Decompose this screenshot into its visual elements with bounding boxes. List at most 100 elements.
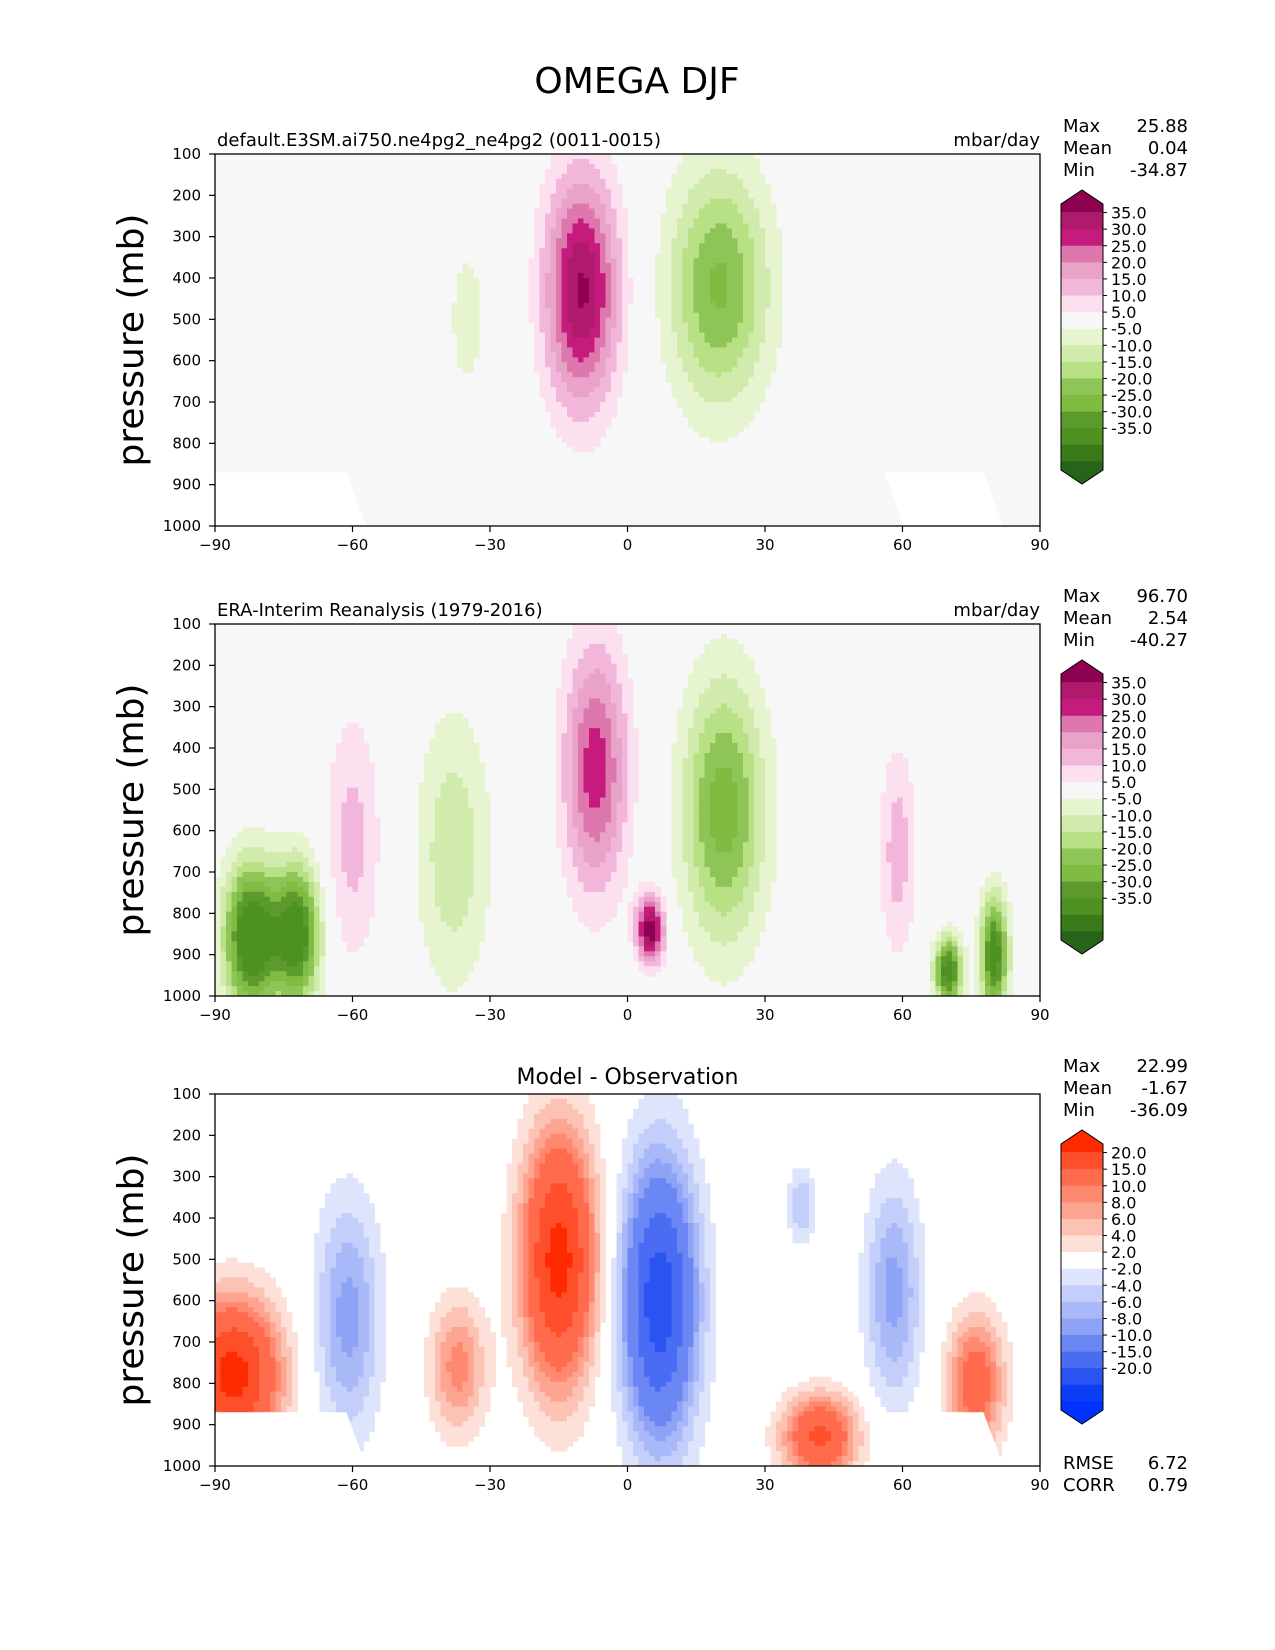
x-tick-label: 60 <box>893 1476 912 1494</box>
colorbar-segment <box>1061 395 1103 413</box>
colorbar-label: 25.0 <box>1111 237 1147 256</box>
x-tick-label: 60 <box>893 1006 912 1024</box>
stat-value: 0.79 <box>1148 1475 1188 1496</box>
colorbar-segment <box>1061 898 1103 916</box>
stat-label: Max <box>1063 1056 1101 1077</box>
colorbar-segment <box>1061 1351 1103 1369</box>
y-tick-label: 700 <box>172 393 201 411</box>
colorbar-extend-top <box>1061 660 1103 683</box>
stat-label: Max <box>1063 116 1101 137</box>
colorbar-extend-bottom <box>1061 931 1103 954</box>
colorbar-segment <box>1061 848 1103 866</box>
colorbar-label: 10.0 <box>1111 757 1147 776</box>
colorbar-label: -10.0 <box>1111 336 1152 355</box>
y-tick-label: 200 <box>172 1126 201 1144</box>
colorbar-label: -25.0 <box>1111 386 1152 405</box>
panel-title-center: Model - Observation <box>517 1065 739 1090</box>
colorbar-segment <box>1061 328 1103 346</box>
panel-units: mbar/day <box>953 130 1040 151</box>
stat-label: CORR <box>1063 1475 1115 1496</box>
x-tick-label: −90 <box>199 1476 231 1494</box>
colorbar-segment <box>1061 1185 1103 1203</box>
stat-label: Mean <box>1063 138 1112 159</box>
stat-label: RMSE <box>1063 1453 1114 1474</box>
stat-value: -34.87 <box>1130 160 1188 181</box>
colorbar-label: -10.0 <box>1111 1326 1152 1345</box>
colorbar-label: 25.0 <box>1111 707 1147 726</box>
colorbar-label: -20.0 <box>1111 369 1152 388</box>
y-tick-label: 200 <box>172 656 201 674</box>
colorbar-segment <box>1061 278 1103 297</box>
colorbar-segment <box>1061 1152 1103 1170</box>
colorbar-label: -15.0 <box>1111 1343 1152 1362</box>
colorbar-label: 20.0 <box>1111 723 1147 742</box>
y-tick-label: 600 <box>172 352 201 370</box>
y-tick-label: 500 <box>172 310 201 328</box>
colorbar-segment <box>1061 782 1103 800</box>
colorbar-segment <box>1061 1235 1103 1253</box>
y-tick-label: 300 <box>172 228 201 246</box>
colorbar-segment <box>1061 262 1103 280</box>
y-tick-label: 600 <box>172 1292 201 1310</box>
colorbar-segment <box>1061 1368 1103 1386</box>
colorbar-segment <box>1061 1384 1103 1402</box>
colorbar-label: -15.0 <box>1111 823 1152 842</box>
stat-value: 25.88 <box>1136 116 1188 137</box>
masked-region <box>884 1412 1004 1466</box>
colorbar-label: 15.0 <box>1111 270 1147 289</box>
colorbar-segment <box>1061 428 1103 446</box>
y-tick-label: 400 <box>172 269 201 287</box>
panel-units: mbar/day <box>953 600 1040 621</box>
y-tick-label: 400 <box>172 1209 201 1227</box>
stat-value: 6.72 <box>1148 1453 1188 1474</box>
colorbar-label: 4.0 <box>1111 1227 1136 1246</box>
colorbar-label: 15.0 <box>1111 1160 1147 1179</box>
colorbar-segment <box>1061 715 1103 733</box>
y-tick-label: 900 <box>172 1416 201 1434</box>
colorbar-label: -5.0 <box>1111 790 1142 809</box>
x-tick-label: 0 <box>623 1476 633 1494</box>
x-tick-label: −90 <box>199 536 231 554</box>
y-tick-label: 500 <box>172 780 201 798</box>
colorbar-label: -35.0 <box>1111 889 1152 908</box>
y-tick-label: 100 <box>172 145 201 163</box>
colorbar-label: -35.0 <box>1111 419 1152 438</box>
colorbar-segment <box>1061 245 1103 263</box>
y-tick-label: 900 <box>172 476 201 494</box>
stat-value: -40.27 <box>1130 630 1188 651</box>
stat-value: -36.09 <box>1130 1100 1188 1121</box>
y-tick-label: 200 <box>172 186 201 204</box>
colorbar-segment <box>1061 1318 1103 1336</box>
stat-label: Min <box>1063 630 1095 651</box>
colorbar-label: 2.0 <box>1111 1243 1136 1262</box>
y-tick-label: 800 <box>172 434 201 452</box>
stat-label: Min <box>1063 1100 1095 1121</box>
colorbar-label: -20.0 <box>1111 839 1152 858</box>
colorbar-label: 20.0 <box>1111 253 1147 272</box>
panel-title-left: default.E3SM.ai750.ne4pg2_ne4pg2 (0011-0… <box>217 130 661 151</box>
colorbar-segment <box>1061 865 1103 883</box>
colorbar-segment <box>1061 831 1103 849</box>
colorbar-label: -8.0 <box>1111 1309 1142 1328</box>
x-tick-label: 60 <box>893 536 912 554</box>
colorbar-label: -2.0 <box>1111 1260 1142 1279</box>
colorbar-label: -15.0 <box>1111 353 1152 372</box>
stat-label: Mean <box>1063 608 1112 629</box>
x-tick-label: −60 <box>337 1006 369 1024</box>
stat-value: 2.54 <box>1148 608 1188 629</box>
colorbar-label: -5.0 <box>1111 320 1142 339</box>
x-tick-label: 90 <box>1030 1006 1049 1024</box>
y-axis-label: pressure (mb) <box>111 1154 152 1407</box>
y-tick-label: 800 <box>172 1374 201 1392</box>
x-tick-label: 90 <box>1030 1476 1049 1494</box>
colorbar-segment <box>1061 699 1103 717</box>
x-tick-label: −30 <box>474 536 506 554</box>
y-axis-label: pressure (mb) <box>111 214 152 467</box>
colorbar-label: -10.0 <box>1111 806 1152 825</box>
x-tick-label: −60 <box>337 536 369 554</box>
x-tick-label: −30 <box>474 1006 506 1024</box>
colorbar-label: 20.0 <box>1111 1144 1147 1163</box>
colorbar-segment <box>1061 732 1103 750</box>
